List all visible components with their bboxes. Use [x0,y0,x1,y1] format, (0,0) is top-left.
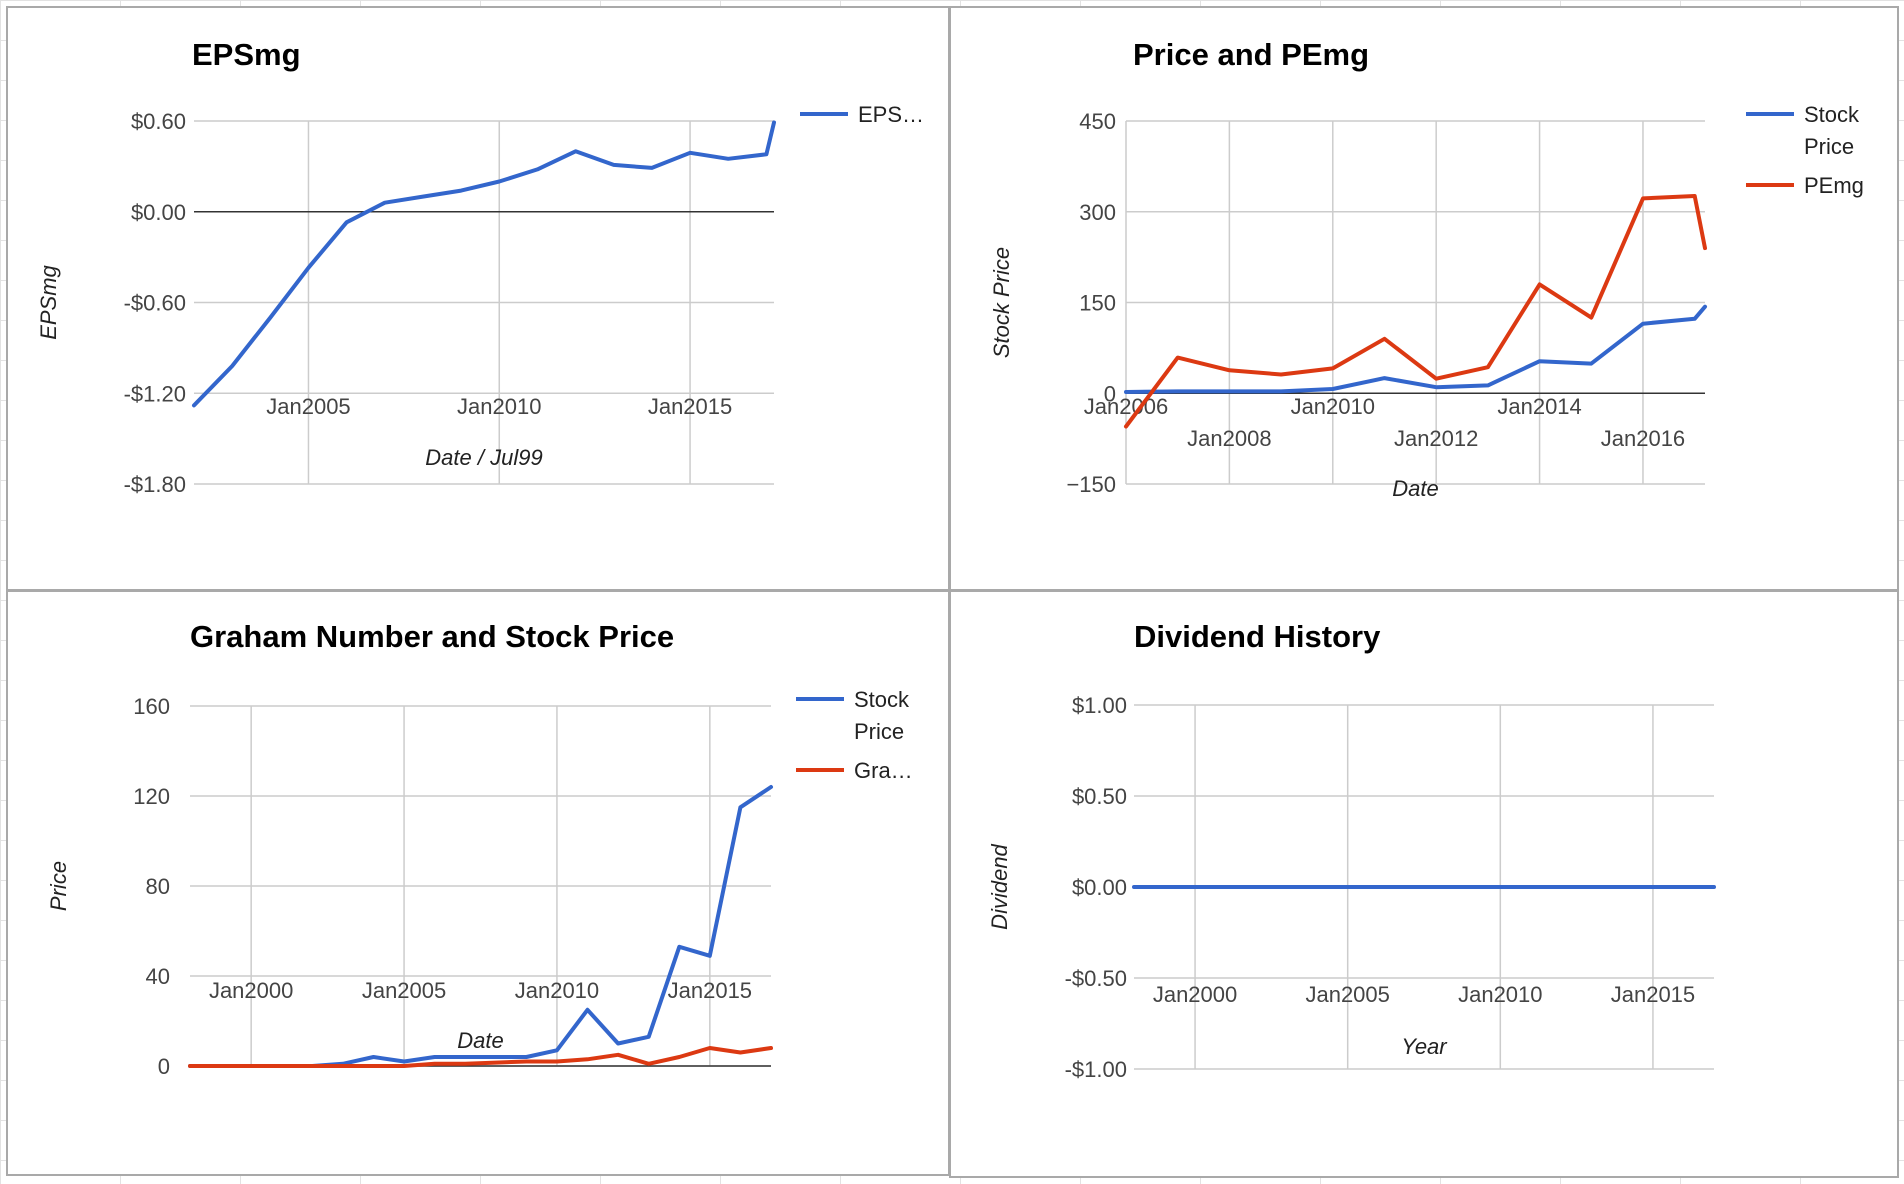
x-tick-label: Jan2005 [266,394,350,419]
y-tick-label: $0.00 [131,200,186,225]
y-tick-label: -$1.80 [124,472,186,497]
chart-title: Dividend History [1134,619,1381,654]
y-tick-label: 150 [1079,291,1116,316]
y-tick-label: $0.60 [131,109,186,134]
x-tick-label: Jan2012 [1394,426,1478,451]
graham-number-chart: Graham Number and Stock Price 160 120 80 40 0… [46,619,913,1079]
y-tick-label: 120 [133,784,170,809]
x-axis-title: Date / Jul99 [425,445,542,470]
chart-panel-price-pemg: Price and PEmg 450 300 150 0 −150 Jan2006 Jan20… [949,6,1899,591]
x-axis-title: Date [1392,476,1438,501]
x-axis-title: Date [457,1028,503,1053]
y-tick-label: -$0.60 [124,291,186,316]
y-axis-title: Dividend [987,843,1012,929]
y-tick-label: $0.50 [1072,784,1127,809]
series-line [1124,194,1707,429]
y-tick-label: $1.00 [1072,693,1127,718]
x-tick-label: Jan2016 [1601,426,1685,451]
chart-title: Graham Number and Stock Price [190,619,674,654]
chart-panel-graham: Graham Number and Stock Price 160 120 80 40 0… [6,590,950,1176]
series-line [188,785,773,1068]
y-tick-label: 160 [133,694,170,719]
x-tick-label: Jan2000 [1153,982,1237,1007]
x-tick-label: Jan2014 [1497,394,1581,419]
y-tick-label: -$0.50 [1065,966,1127,991]
chart-title: Price and PEmg [1133,37,1369,72]
y-axis-title: Price [46,861,71,911]
legend-label: Price [1804,134,1854,159]
legend-label: EPS… [858,102,924,127]
y-tick-label: 0 [1104,381,1116,406]
x-tick-label: Jan2008 [1187,426,1271,451]
y-tick-label: 0 [158,1054,170,1079]
legend-label: Stock [854,687,910,712]
x-tick-label: Jan2010 [1458,982,1542,1007]
y-tick-label: -$1.20 [124,381,186,406]
x-tick-label: Jan2005 [1305,982,1389,1007]
x-tick-label: Jan2000 [209,978,293,1003]
x-tick-label: Jan2005 [362,978,446,1003]
x-tick-label: Jan2010 [515,978,599,1003]
x-tick-label: Jan2015 [648,394,732,419]
legend-label: Price [854,719,904,744]
legend-label: Gra… [854,758,913,783]
x-tick-label: Jan2015 [1611,982,1695,1007]
x-tick-label: Jan2010 [1291,394,1375,419]
y-tick-label: 300 [1079,200,1116,225]
chart-title: EPSmg [192,37,301,72]
x-tick-label: Jan2010 [457,394,541,419]
y-tick-label: −150 [1066,472,1116,497]
x-tick-label: Jan2015 [668,978,752,1003]
legend-label: PEmg [1804,173,1864,198]
legend-label: Stock [1804,102,1860,127]
dividend-history-chart: Dividend History $1.00 $0.50 $0.00 -$0.50 -$1… [987,619,1716,1082]
y-tick-label: 450 [1079,109,1116,134]
y-tick-label: 80 [146,874,170,899]
y-tick-label: 40 [146,964,170,989]
price-pemg-chart: Price and PEmg 450 300 150 0 −150 Jan2006 Jan20… [989,37,1864,501]
chart-panel-dividend: Dividend History $1.00 $0.50 $0.00 -$0.50 -$1… [949,590,1899,1178]
x-tick-label: Jan2006 [1084,394,1168,419]
series-line [188,1046,773,1068]
series-line [192,120,776,408]
x-axis-title: Year [1401,1034,1448,1059]
y-axis-title: Stock Price [989,247,1014,358]
y-tick-label: $0.00 [1072,875,1127,900]
chart-panel-epsmg: EPSmg $0.60 $0.00 -$0.60 -$1.20 -$1.80 Jan2005… [6,6,950,591]
y-axis-title: EPSmg [36,264,61,339]
series-line [1124,304,1707,394]
epsmg-chart: EPSmg $0.60 $0.00 -$0.60 -$1.20 -$1.80 Jan2005… [36,37,924,497]
y-tick-label: -$1.00 [1065,1057,1127,1082]
